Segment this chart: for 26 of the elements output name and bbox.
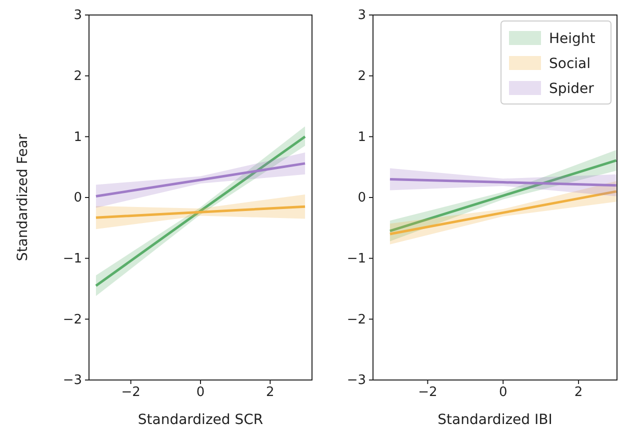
y-tick-label: −3 (346, 373, 366, 388)
y-axis-title: Standardized Fear (15, 134, 31, 262)
x-tick-label: 0 (196, 385, 205, 400)
y-tick-label: 3 (358, 8, 366, 24)
x-axis-title: Standardized IBI (438, 412, 552, 428)
x-tick-label: 2 (574, 385, 583, 400)
y-tick-label: 3 (74, 8, 82, 24)
y-tick-label: 1 (358, 130, 366, 145)
x-tick-label: −2 (418, 385, 438, 400)
legend-label: Height (549, 31, 596, 47)
x-tick-label: −2 (121, 385, 140, 400)
legend-label: Social (549, 56, 591, 72)
y-tick-label: −1 (62, 251, 82, 266)
y-tick-label: −2 (62, 312, 82, 328)
y-tick-label: 2 (358, 68, 366, 84)
y-tick-label: 0 (358, 190, 366, 206)
legend-label: Spider (549, 81, 594, 97)
x-axis-title: Standardized SCR (138, 412, 264, 428)
y-tick-label: −1 (346, 251, 366, 266)
y-tick-label: −2 (346, 312, 366, 328)
x-tick-label: 2 (266, 385, 274, 400)
x-tick-label: 0 (498, 385, 508, 400)
y-tick-label: 1 (74, 130, 82, 145)
y-tick-label: 2 (74, 68, 82, 84)
y-tick-label: −3 (62, 373, 82, 388)
y-tick-label: 0 (74, 190, 82, 206)
